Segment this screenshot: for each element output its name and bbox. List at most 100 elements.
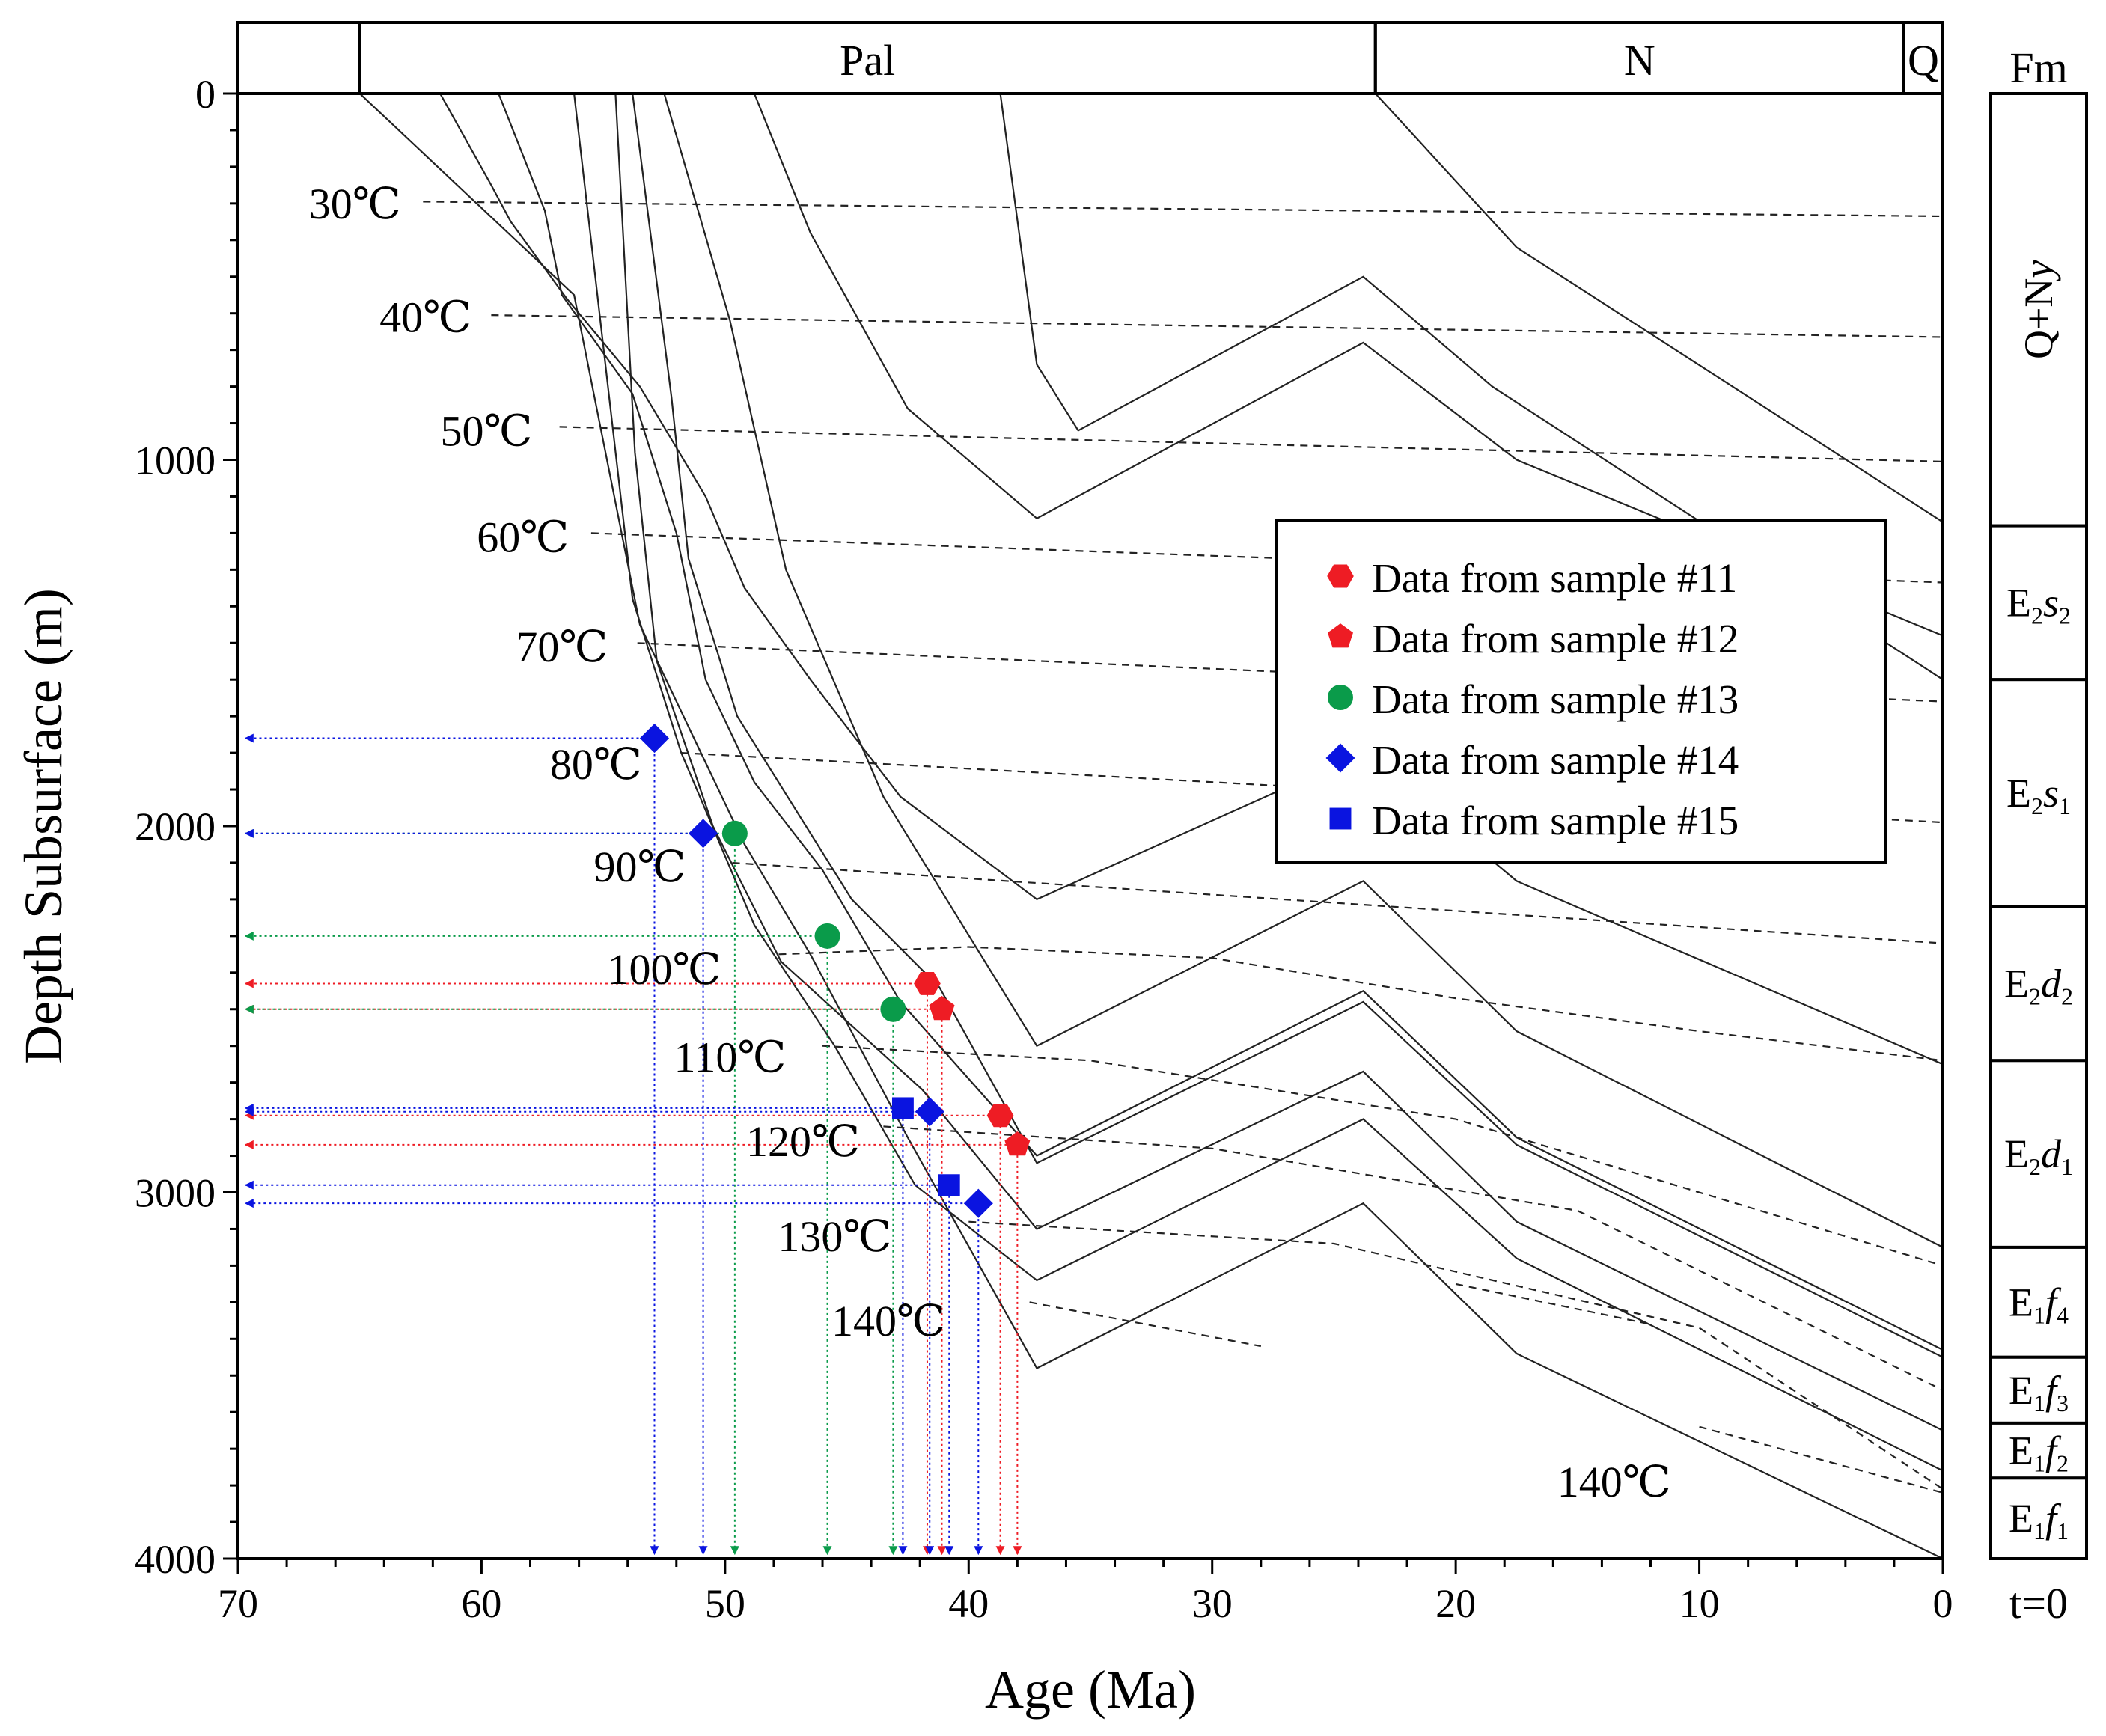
- x-axis-title: Age (Ma): [985, 1660, 1196, 1720]
- isotherm-label: 80℃: [550, 740, 642, 789]
- isotherm-line: [822, 1045, 1944, 1267]
- formation-box: [1989, 1059, 2088, 1249]
- formation-label: E2d2: [2004, 961, 2073, 1009]
- y-tick-label: 3000: [135, 1171, 216, 1216]
- formation-cell: E2d1: [1989, 1059, 2088, 1249]
- isotherm-line: [1699, 1425, 1944, 1494]
- formation-cell: E1f4: [1989, 1245, 2088, 1359]
- burial-curve: [573, 93, 1944, 1472]
- isotherm-line: [423, 201, 1944, 218]
- formation-label: E1f4: [2009, 1280, 2069, 1328]
- legend-label: Data from sample #14: [1372, 737, 1739, 783]
- formation-box: [1989, 1245, 2088, 1359]
- isotherm-label: 130℃: [778, 1212, 891, 1261]
- marker-pentagon: [1004, 1131, 1031, 1156]
- legend-label: Data from sample #13: [1372, 676, 1739, 722]
- burial-curve: [999, 93, 1944, 681]
- marker-pentagon: [1328, 623, 1353, 648]
- x-tick-label: 60: [461, 1581, 501, 1626]
- burial-curve: [614, 93, 1944, 1431]
- legend-label: Data from sample #11: [1372, 555, 1737, 601]
- legend-item: Data from sample #12: [1328, 616, 1739, 661]
- x-tick-label: 20: [1435, 1581, 1476, 1626]
- formation-label: E2s1: [2006, 771, 2071, 819]
- isotherm-label: 110℃: [674, 1033, 786, 1081]
- isotherm-label: 90℃: [594, 843, 686, 891]
- legend-item: Data from sample #13: [1328, 676, 1739, 722]
- isotherm-line: [559, 426, 1944, 462]
- isotherm-label: 60℃: [477, 513, 569, 561]
- formation-cell: Q+Ny: [1989, 92, 2088, 528]
- isotherm-line: [778, 946, 1944, 1062]
- isotherm-line: [732, 861, 1944, 944]
- geologic-period-bar: Pal N Q: [236, 21, 1944, 95]
- isotherm-line: [1455, 1283, 1651, 1325]
- formation-cell: E1f3: [1989, 1355, 2088, 1425]
- formation-box: [1989, 1355, 2088, 1425]
- formation-label: E2s2: [2006, 580, 2071, 629]
- legend-label: Data from sample #12: [1372, 616, 1739, 661]
- marker-hexagon: [1327, 564, 1354, 588]
- x-tick-label: 0: [1933, 1581, 1953, 1626]
- x-tick-label: 50: [705, 1581, 745, 1626]
- isotherm-line: [491, 314, 1944, 338]
- y-tick-label: 4000: [135, 1537, 216, 1582]
- isotherm-label: 120℃: [746, 1117, 860, 1166]
- burial-curve: [753, 93, 1944, 637]
- marker-diamond: [915, 1097, 944, 1127]
- isotherm-line: [968, 1220, 1944, 1490]
- isotherm-label: 30℃: [309, 180, 401, 228]
- marker-circle: [1328, 685, 1353, 710]
- isotherm-line: [1029, 1301, 1262, 1348]
- period-cell: [236, 21, 361, 95]
- marker-circle: [814, 923, 840, 949]
- formation-label: E1f2: [2009, 1428, 2069, 1477]
- y-axis-title: Depth Subsurface (m): [13, 588, 73, 1064]
- marker-hexagon: [914, 972, 941, 995]
- isotherm-label: 50℃: [440, 406, 532, 455]
- x-tick-label: 40: [948, 1581, 989, 1626]
- legend-item: Data from sample #11: [1327, 555, 1737, 601]
- formation-label: E1f1: [2009, 1496, 2069, 1544]
- legend-item: Data from sample #14: [1325, 737, 1739, 783]
- x-tick-label: 30: [1192, 1581, 1233, 1626]
- formation-cell: E2d2: [1989, 905, 2088, 1063]
- isotherm-label: 70℃: [516, 623, 608, 671]
- y-tick-label: 0: [195, 72, 216, 117]
- y-tick-label: 2000: [135, 804, 216, 849]
- isotherm-labels: 30℃ 40℃ 50℃ 60℃ 70℃ 80℃ 90℃ 100℃ 110℃ 120℃ 130℃ 140…: [309, 180, 1671, 1506]
- y-tick-label: 1000: [135, 438, 216, 483]
- formation-box: [1989, 92, 2088, 528]
- formation-cell: E2s2: [1989, 524, 2088, 682]
- burial-curve: [358, 93, 1944, 1559]
- marker-diamond: [1325, 743, 1355, 773]
- fm-footer: t=0: [2009, 1579, 2068, 1628]
- marker-diamond: [689, 819, 718, 849]
- marker-square: [1329, 807, 1352, 830]
- legend-label: Data from sample #15: [1372, 798, 1739, 843]
- x-tick-label: 70: [218, 1581, 258, 1626]
- isotherm-line: [590, 532, 1944, 584]
- isotherm-line: [883, 1125, 1944, 1391]
- marker-diamond: [639, 724, 669, 754]
- marker-diamond: [963, 1188, 993, 1218]
- period-label: Q: [1908, 36, 1939, 85]
- formation-cell: E2s1: [1989, 678, 2088, 908]
- marker-pentagon: [929, 995, 955, 1021]
- formation-box: [1989, 905, 2088, 1063]
- isotherm-label: 140℃: [1557, 1458, 1671, 1506]
- marker-circle: [880, 996, 906, 1022]
- fm-header: Fm: [2009, 43, 2067, 92]
- legend-item: Data from sample #15: [1329, 798, 1739, 843]
- formation-label: E2d1: [2004, 1131, 2073, 1180]
- formation-box: [1989, 1421, 2088, 1480]
- legend: Data from sample #11 Data from sample #12…: [1275, 519, 1887, 864]
- burial-curve: [1374, 93, 1944, 523]
- formation-cell: E1f1: [1989, 1476, 2088, 1561]
- burial-curve: [632, 93, 1944, 1358]
- isotherm-label: 40℃: [379, 293, 471, 342]
- marker-square: [938, 1174, 960, 1196]
